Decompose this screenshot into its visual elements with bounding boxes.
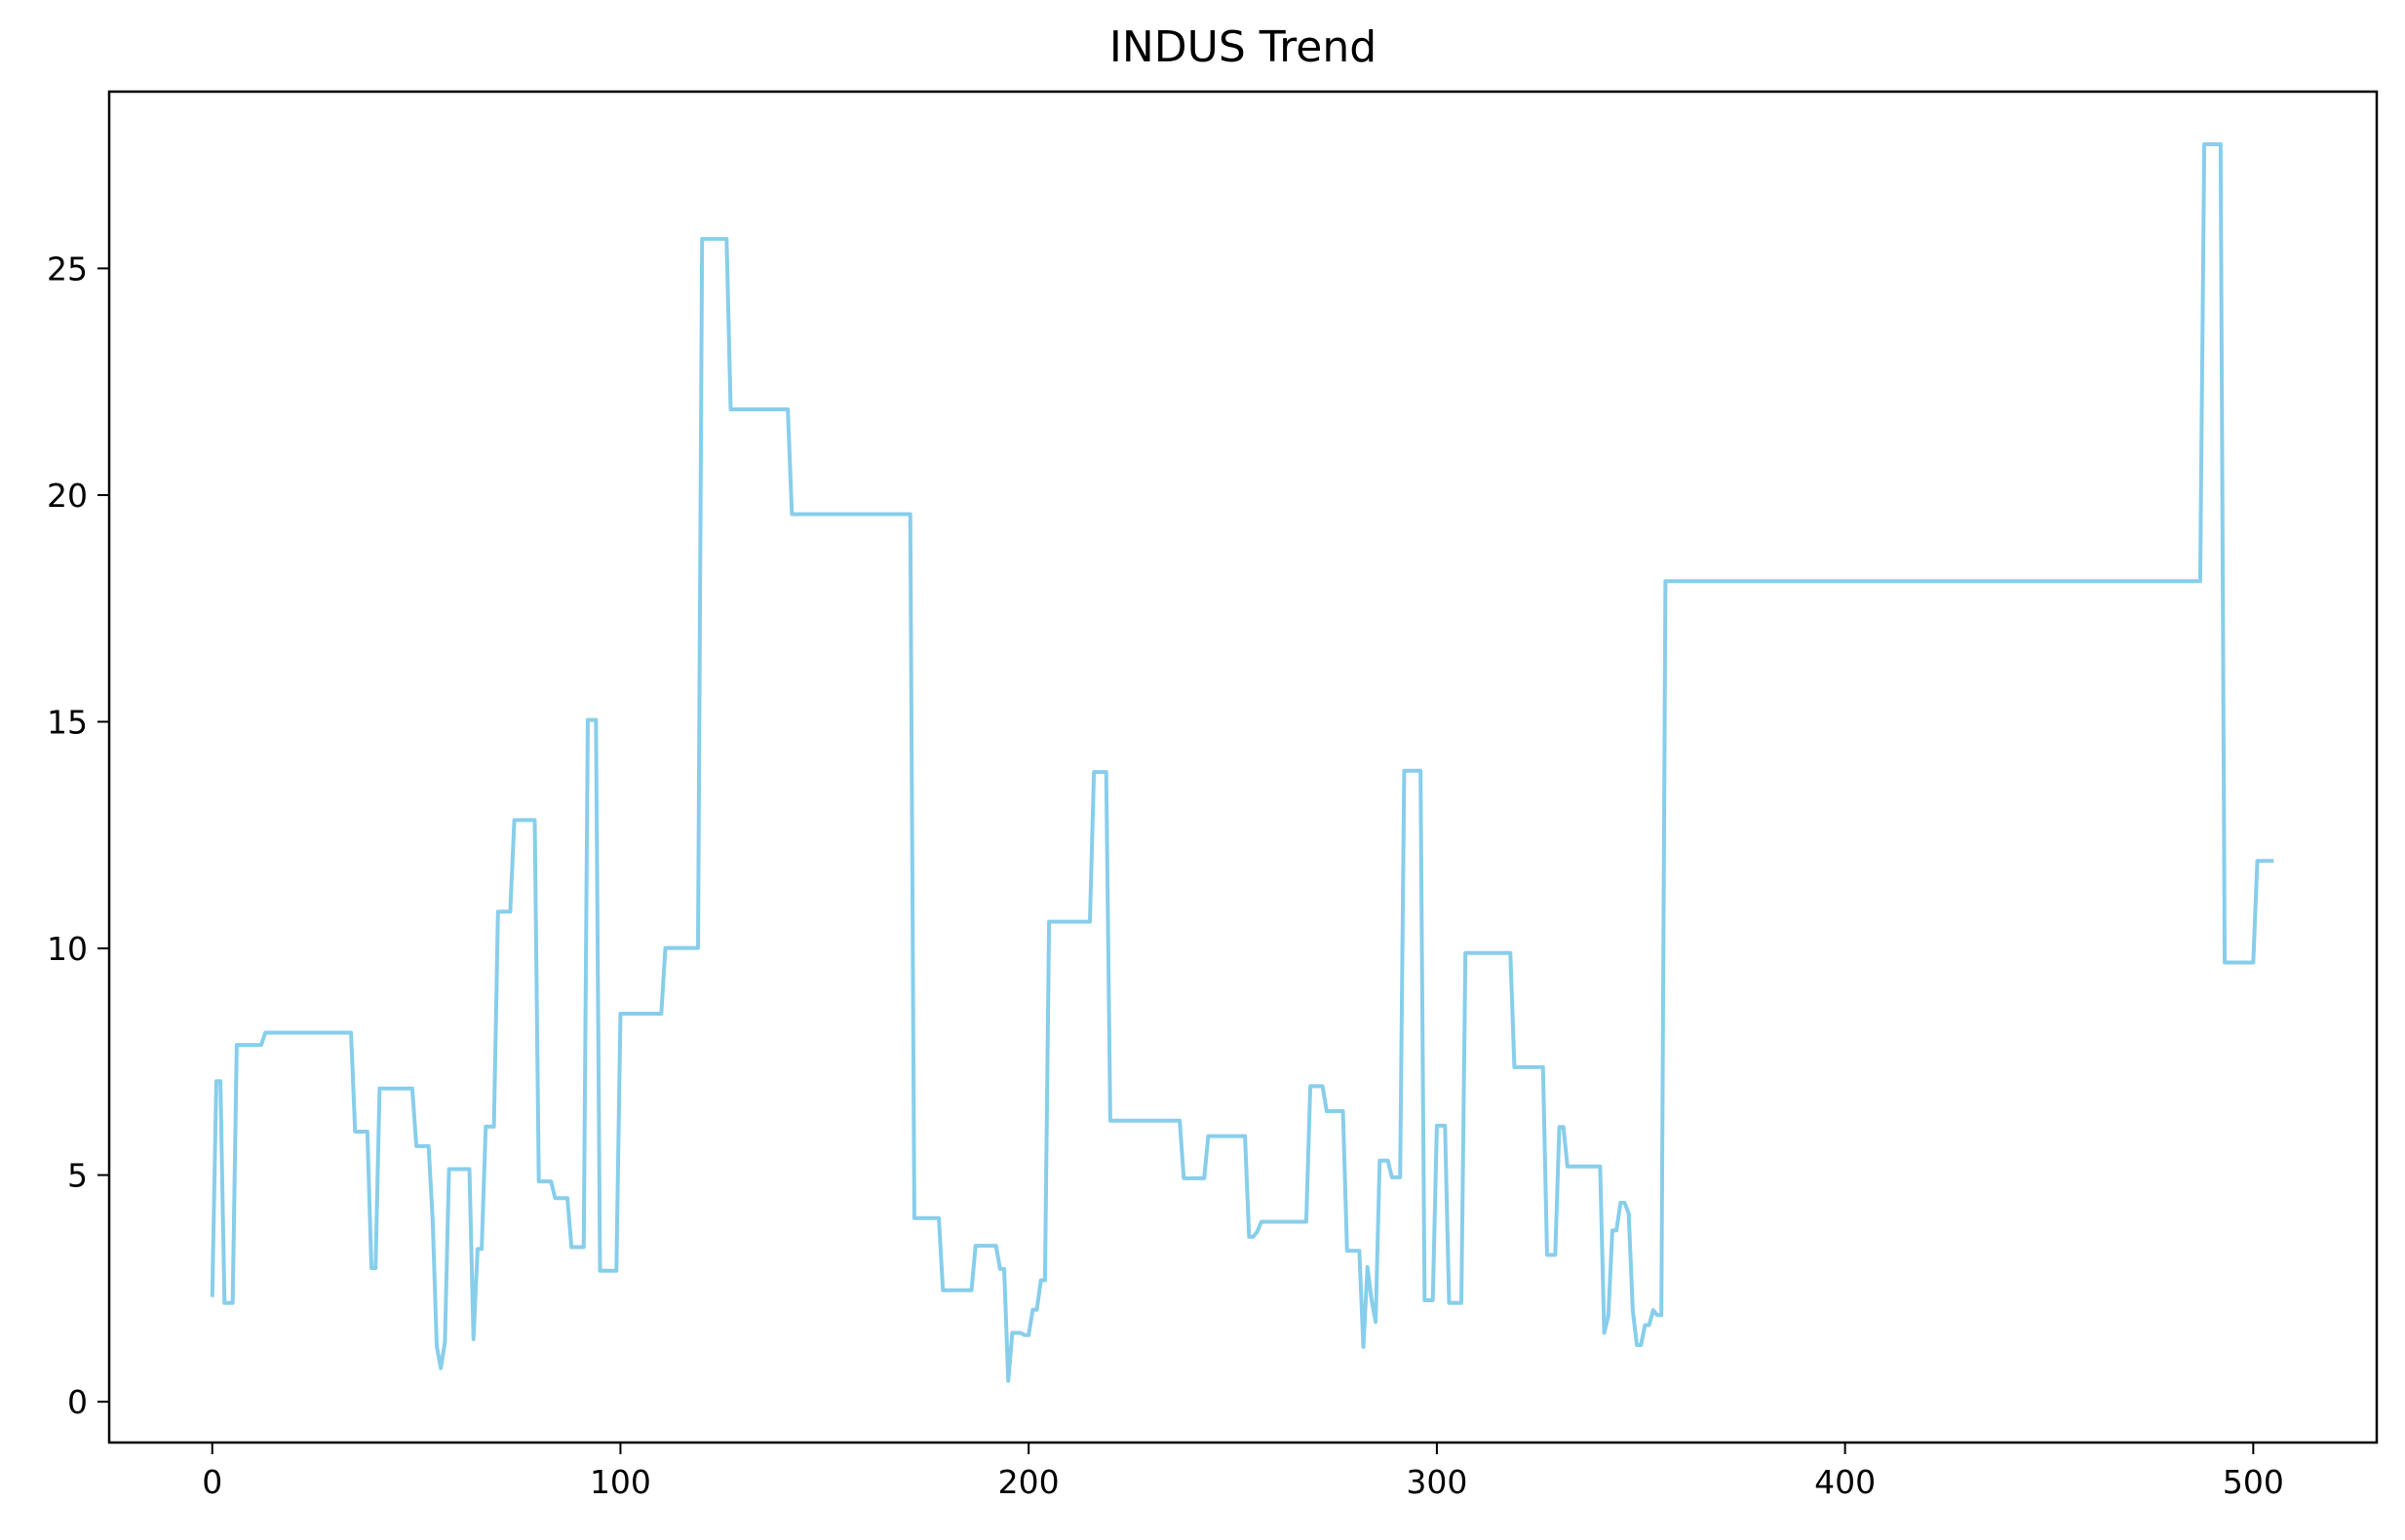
x-tick-label: 0 — [202, 1463, 222, 1501]
y-axis: 0 5 10 15 20 25 — [47, 250, 109, 1421]
x-tick-label: 500 — [2223, 1463, 2284, 1501]
x-tick-label: 100 — [590, 1463, 651, 1501]
chart-title: INDUS Trend — [1109, 22, 1377, 72]
x-tick-label: 200 — [998, 1463, 1060, 1501]
y-tick-label: 5 — [67, 1157, 88, 1195]
y-tick-label: 15 — [47, 703, 88, 741]
series-line-1 — [210, 141, 2274, 1383]
y-tick-label: 10 — [47, 930, 88, 968]
series-layer — [210, 141, 2274, 1383]
x-tick-label: 300 — [1406, 1463, 1467, 1501]
x-tick-label: 400 — [1814, 1463, 1876, 1501]
y-tick-label: 25 — [47, 250, 88, 288]
y-tick-label: 0 — [67, 1383, 88, 1421]
x-axis: 0 100 200 300 400 500 — [202, 1443, 2284, 1501]
y-tick-label: 20 — [47, 477, 88, 515]
plot-frame — [107, 90, 2379, 1444]
